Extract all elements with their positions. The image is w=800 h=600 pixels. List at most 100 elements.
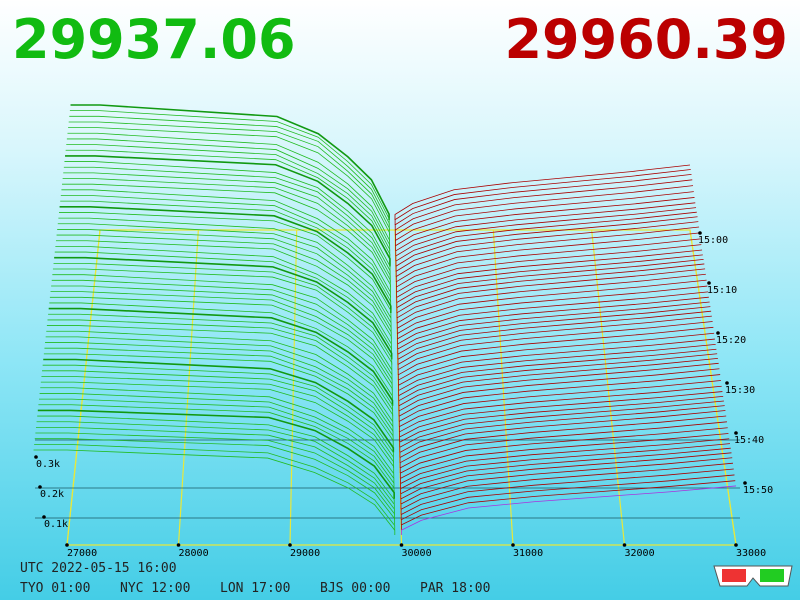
volume-tick: 0.3k [36,459,60,470]
ask-price: 29960.39 [504,8,788,71]
bid-curve [62,183,391,293]
ask-curve [400,480,736,530]
bid-curve [54,251,392,355]
ask-curve [396,254,703,308]
ask-curve [400,443,731,494]
bid-curve [66,138,391,251]
tick-dot [716,331,720,335]
bid-curve [41,376,394,468]
bid-curve [46,325,394,422]
volume-tick: 0.2k [40,489,64,500]
ask-curve [397,285,708,339]
bid-curve [55,240,392,344]
timezone: BJS 00:00 [320,581,390,596]
bid-curve [69,115,390,231]
ask-curve [397,291,709,344]
tick-dot [288,543,292,547]
ask-curve [400,468,734,520]
ask-curve [396,263,705,319]
ask-curve [399,400,724,453]
ask-curve [400,438,730,489]
bid-curve [63,172,391,282]
ask-curve [396,238,701,293]
price-tick: 31000 [513,548,543,559]
bid-curve [53,262,393,365]
axis-labels: 27000 28000 29000 30000 31000 32000 33000 0.3k 0… [20,231,773,596]
bid-curve [52,274,393,375]
ask-curve [398,357,718,412]
bid-curve [43,353,394,448]
ask-curve [398,343,716,396]
bid-curve [35,426,395,515]
bid-curve [35,432,395,520]
tick-dot [65,543,69,547]
ask-curve [397,321,713,375]
bid-curve [65,149,391,262]
tick-dot [698,231,702,235]
ask-curve [396,279,707,334]
price-tick: 28000 [179,548,209,559]
timezone: LON 17:00 [220,581,290,596]
ask-curve [397,310,712,365]
time-tick: 15:20 [716,335,746,346]
bid-curve [38,404,395,494]
ask-curve [400,474,735,525]
bid-curve [39,398,395,489]
bid-price: 29937.06 [12,8,296,71]
bid-curve [51,285,393,386]
time-tick: 15:10 [707,285,737,296]
glasses-icon [713,565,793,587]
bid-curve [52,268,393,370]
bid-curve [61,189,391,298]
ask-curve [398,374,721,427]
bid-curve [67,132,390,246]
tick-dot [743,481,747,485]
floor-grid [492,229,514,546]
floor-grid [289,229,298,546]
timezone: PAR 18:00 [420,581,490,596]
bid-curve [48,307,394,406]
bid-curve [44,347,394,443]
timezone: NYC 12:00 [120,581,190,596]
floor-grid [66,229,101,546]
bid-curve [65,155,391,267]
bid-curve [55,245,392,350]
ask-curve [399,385,722,437]
time-tick: 15:40 [734,435,764,446]
tick-dot [176,543,181,547]
bid-curve [69,110,390,226]
ask-curve [398,332,715,386]
bid-curve [59,206,392,313]
floor-grid [689,229,737,546]
volume-tick: 0.1k [44,519,68,530]
bid-curve [45,342,394,437]
ask-curve [395,207,697,262]
ask-curve [397,296,709,350]
bid-curve [57,223,392,329]
ask-curve [396,268,706,324]
tick-dot [707,281,711,285]
ask-curve [394,174,692,231]
bid-curve [37,409,395,499]
bid-curve [68,127,390,241]
ask-curve [395,221,699,277]
utc-time: UTC 2022-05-15 16:00 [20,561,177,576]
bid-curve [62,178,391,288]
ask-curve [399,415,727,468]
bid-curve [70,104,390,220]
bid-curve [39,393,395,484]
ask-curve [397,301,710,355]
ask-curve [397,315,712,370]
bid-curve [49,302,393,401]
ask-curve [396,273,706,329]
price-tick: 30000 [402,548,432,559]
bid-curve [46,330,394,427]
tick-dot [511,543,515,547]
bid-curve [43,358,395,453]
ask-curve [398,362,719,417]
bid-curve [50,291,393,391]
price-tick: 32000 [625,548,655,559]
bid-curve [57,229,392,334]
